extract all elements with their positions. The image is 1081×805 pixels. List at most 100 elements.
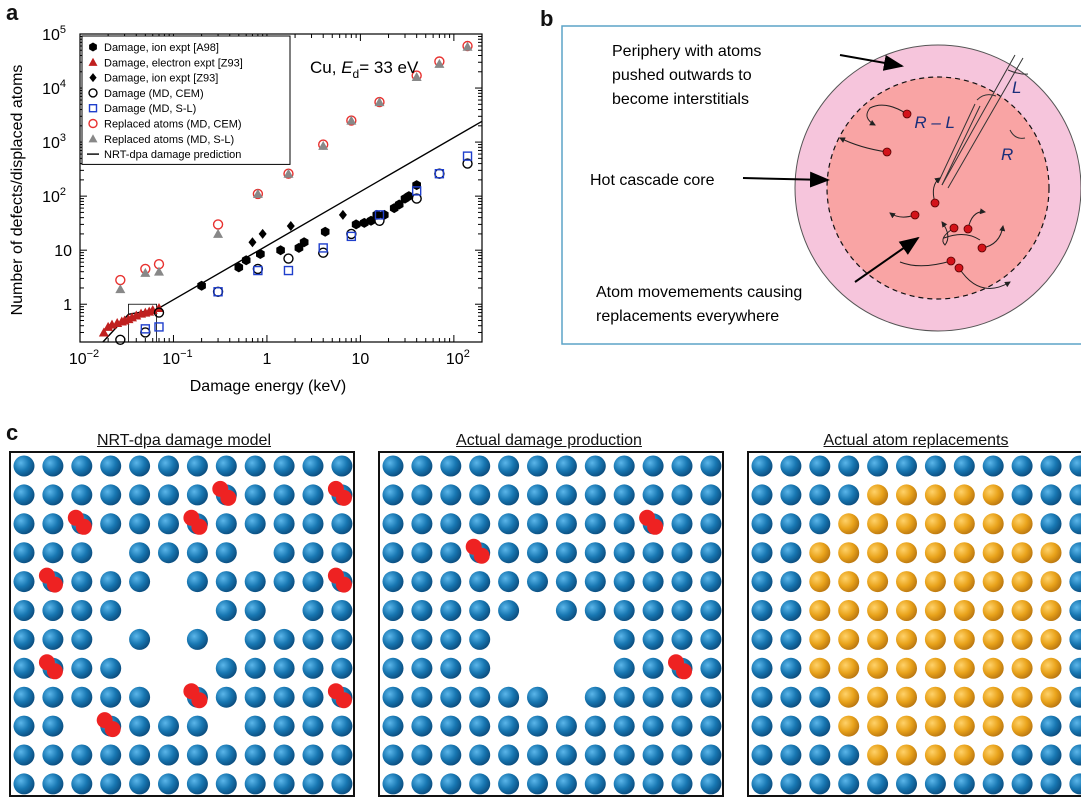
interstitial-atom [220, 489, 237, 506]
lattice-atom [642, 484, 664, 506]
data-point [318, 140, 329, 150]
lattice-atom [642, 686, 664, 708]
lattice-atom [273, 455, 295, 477]
interstitial-atom [104, 721, 121, 738]
lattice-atom [302, 455, 324, 477]
lattice-atom [331, 657, 353, 679]
lattice-atom [555, 455, 577, 477]
lattice-atom [498, 686, 520, 708]
lattice-atom [700, 715, 722, 737]
interstitial-atom [335, 692, 352, 709]
interstitial-atom [46, 576, 63, 593]
lattice-atom [469, 513, 491, 535]
data-point [212, 286, 224, 297]
lattice-atom [411, 513, 433, 535]
lattice-atom [613, 455, 635, 477]
lattice-atom [671, 455, 693, 477]
lattice-atom [244, 571, 266, 593]
lattice-atom [411, 773, 433, 795]
lattice-atom [129, 513, 151, 535]
replaced-atom [838, 600, 860, 621]
replaced-atom [982, 513, 1004, 535]
lattice-atom [809, 513, 831, 535]
data-point [140, 324, 151, 334]
lattice-frame [378, 451, 724, 797]
lattice-atom [186, 628, 208, 650]
lattice-atom [411, 657, 433, 679]
atom [902, 109, 912, 119]
replaced-atom [838, 628, 860, 650]
data-point [359, 217, 369, 228]
legend-label: Damage (MD, S-L) [104, 103, 196, 115]
lattice-atom [273, 628, 295, 650]
lattice-atom [700, 600, 722, 621]
tick-label: 102 [446, 348, 470, 368]
lattice-atom [982, 773, 1004, 795]
lattice-atom [100, 455, 122, 477]
lattice-atom [13, 542, 35, 564]
lattice-atom [382, 513, 404, 535]
lattice-atom [215, 686, 237, 708]
lattice-atom [751, 571, 773, 593]
lattice-atom [642, 773, 664, 795]
lattice-atom [1069, 628, 1081, 650]
lattice-atom [700, 628, 722, 650]
lattice-atom [700, 542, 722, 564]
lattice-atom [186, 773, 208, 795]
lattice-atom [642, 455, 664, 477]
lattice-atom [71, 744, 93, 766]
replaced-atom [896, 657, 917, 679]
interstitial-atom [335, 576, 352, 593]
replaced-atom [1011, 542, 1033, 564]
atom [949, 223, 959, 233]
lattice-actual-replacements [747, 451, 1081, 797]
cascade-core-region [826, 76, 1050, 300]
lattice-atom [158, 773, 179, 795]
lattice-atom [13, 773, 35, 795]
data-point [115, 284, 126, 294]
interstitial-atom [191, 692, 208, 709]
panel-letter-a: a [6, 0, 19, 25]
lattice-atom [273, 484, 295, 506]
lattice-atom [671, 715, 693, 737]
atom [882, 147, 892, 157]
replaced-atom [867, 571, 889, 593]
lattice-atom [244, 484, 266, 506]
data-point [318, 247, 329, 258]
tick-label: 102 [42, 186, 66, 206]
replaced-atom [1011, 571, 1033, 593]
data-point [283, 253, 294, 264]
replaced-atom [953, 571, 975, 593]
legend-swatch [88, 118, 98, 129]
lattice-atom [780, 513, 802, 535]
lattice-atom [700, 484, 722, 506]
data-point [462, 41, 473, 51]
lattice-atom [302, 600, 324, 621]
lattice-atom [440, 600, 462, 621]
data-point [115, 334, 126, 345]
lattice-atom [129, 715, 151, 737]
lattice-atom [1069, 484, 1081, 506]
lattice-atom [382, 686, 404, 708]
data-point [351, 219, 361, 230]
lattice-atom [1011, 484, 1033, 506]
replaced-atom [1040, 686, 1062, 708]
lattice-atom [440, 571, 462, 593]
lattice-atom [498, 484, 520, 506]
replaced-atom [982, 484, 1004, 506]
atom [954, 263, 964, 273]
lattice-atom [469, 484, 491, 506]
replaced-atom [1011, 513, 1033, 535]
lattice-atom [613, 542, 635, 564]
lattice-atom [555, 513, 577, 535]
lattice-atom [411, 484, 433, 506]
lattice-atom [1069, 686, 1081, 708]
lattice-atom [273, 571, 295, 593]
lattice-atom [671, 571, 693, 593]
lattice-atom [498, 571, 520, 593]
movement-arrow [854, 236, 920, 283]
lattice-atom [129, 455, 151, 477]
lattice-atom [302, 715, 324, 737]
lattice-atom [129, 773, 151, 795]
atom [946, 256, 956, 266]
